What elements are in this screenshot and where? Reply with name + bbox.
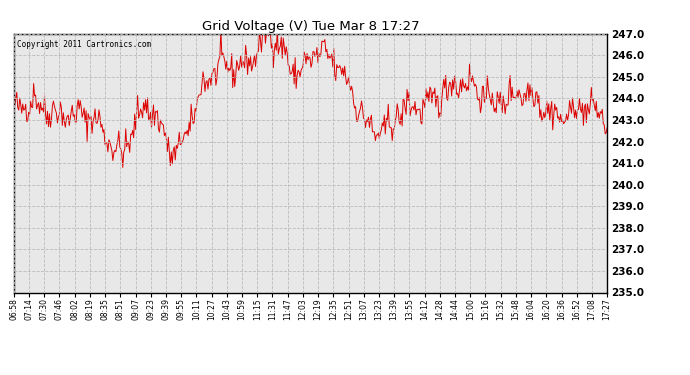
Text: Copyright 2011 Cartronics.com: Copyright 2011 Cartronics.com [17,40,151,49]
Title: Grid Voltage (V) Tue Mar 8 17:27: Grid Voltage (V) Tue Mar 8 17:27 [201,20,420,33]
